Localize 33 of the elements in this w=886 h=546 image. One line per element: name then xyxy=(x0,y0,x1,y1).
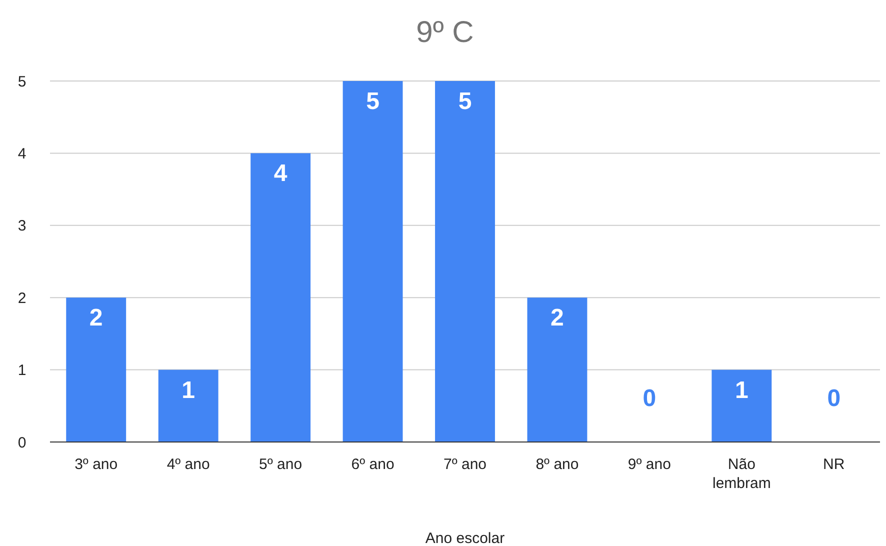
y-tick-label: 4 xyxy=(18,145,26,162)
x-tick-label: 4º ano xyxy=(166,456,210,473)
bar xyxy=(712,370,772,442)
data-label: 1 xyxy=(734,376,748,404)
x-tick-label: 8º ano xyxy=(536,456,579,473)
x-tick-label: 7º ano xyxy=(443,456,487,473)
y-tick-label: 0 xyxy=(18,434,26,452)
chart-title: 9º C xyxy=(416,16,474,49)
bar xyxy=(66,298,126,442)
x-tick-label: NR xyxy=(823,456,845,473)
y-tick-label: 2 xyxy=(18,290,26,307)
data-label: 5 xyxy=(458,88,472,115)
bar xyxy=(342,81,403,442)
x-tick-label: 3º ano xyxy=(74,456,118,473)
x-tick-label: Não lembram xyxy=(712,456,771,492)
y-tick-label: 3 xyxy=(18,218,26,235)
data-label: 0 xyxy=(827,385,841,412)
x-tick-label: 9º ano xyxy=(628,456,671,473)
bar xyxy=(527,298,588,442)
x-axis-title: Ano escolar xyxy=(425,530,505,546)
y-tick-label: 5 xyxy=(18,73,26,90)
y-tick-label: 1 xyxy=(18,362,26,380)
bar xyxy=(435,81,495,442)
data-label: 2 xyxy=(89,304,103,332)
bar xyxy=(250,153,311,442)
data-label: 2 xyxy=(550,304,564,332)
data-label: 1 xyxy=(182,376,196,404)
data-label: 0 xyxy=(642,385,656,412)
data-label: 4 xyxy=(274,160,288,188)
x-tick-label: 5º ano xyxy=(259,456,302,473)
x-tick-label: 6º ano xyxy=(351,456,394,473)
bar xyxy=(158,370,218,442)
data-label: 5 xyxy=(366,88,380,115)
